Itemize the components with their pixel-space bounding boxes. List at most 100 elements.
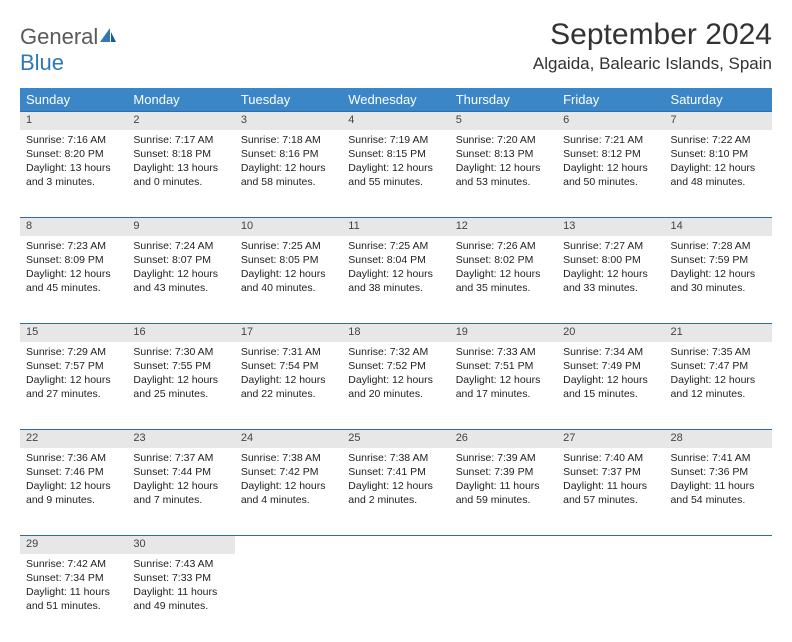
day-sunrise: Sunrise: 7:29 AM — [26, 345, 121, 359]
day-day1: Daylight: 12 hours — [26, 373, 121, 387]
day-number-row: 2930 — [20, 536, 772, 554]
day-day1: Daylight: 12 hours — [456, 161, 551, 175]
day-number-cell: 28 — [665, 430, 772, 448]
day-sunset: Sunset: 7:54 PM — [241, 359, 336, 373]
day-sunrise: Sunrise: 7:40 AM — [563, 451, 658, 465]
day-content-cell: Sunrise: 7:34 AMSunset: 7:49 PMDaylight:… — [557, 342, 664, 430]
day-day1: Daylight: 12 hours — [133, 373, 228, 387]
day-content-cell: Sunrise: 7:22 AMSunset: 8:10 PMDaylight:… — [665, 130, 772, 218]
day-day2: and 50 minutes. — [563, 175, 658, 189]
logo-text-blue: Blue — [20, 50, 64, 75]
day-day2: and 22 minutes. — [241, 387, 336, 401]
day-sunset: Sunset: 8:07 PM — [133, 253, 228, 267]
day-day1: Daylight: 12 hours — [456, 373, 551, 387]
day-day2: and 12 minutes. — [671, 387, 766, 401]
day-sunset: Sunset: 8:10 PM — [671, 147, 766, 161]
day-header: Wednesday — [342, 88, 449, 112]
day-day1: Daylight: 12 hours — [241, 479, 336, 493]
day-day1: Daylight: 11 hours — [456, 479, 551, 493]
day-sunrise: Sunrise: 7:39 AM — [456, 451, 551, 465]
day-header: Monday — [127, 88, 234, 112]
day-day1: Daylight: 12 hours — [26, 479, 121, 493]
day-number-cell: 8 — [20, 218, 127, 236]
day-number-cell: 19 — [450, 324, 557, 342]
day-number-cell: 26 — [450, 430, 557, 448]
day-sunset: Sunset: 7:33 PM — [133, 571, 228, 585]
day-day1: Daylight: 13 hours — [26, 161, 121, 175]
day-day2: and 9 minutes. — [26, 493, 121, 507]
day-header: Sunday — [20, 88, 127, 112]
day-content-cell: Sunrise: 7:19 AMSunset: 8:15 PMDaylight:… — [342, 130, 449, 218]
day-number-cell: 29 — [20, 536, 127, 554]
day-sunrise: Sunrise: 7:34 AM — [563, 345, 658, 359]
day-content-cell — [557, 554, 664, 642]
day-day1: Daylight: 12 hours — [348, 161, 443, 175]
day-sunrise: Sunrise: 7:23 AM — [26, 239, 121, 253]
day-header: Thursday — [450, 88, 557, 112]
day-day1: Daylight: 11 hours — [133, 585, 228, 599]
day-sunset: Sunset: 8:16 PM — [241, 147, 336, 161]
day-content-cell: Sunrise: 7:40 AMSunset: 7:37 PMDaylight:… — [557, 448, 664, 536]
day-sunset: Sunset: 7:51 PM — [456, 359, 551, 373]
day-sunset: Sunset: 8:15 PM — [348, 147, 443, 161]
day-content-row: Sunrise: 7:42 AMSunset: 7:34 PMDaylight:… — [20, 554, 772, 642]
day-sunset: Sunset: 8:04 PM — [348, 253, 443, 267]
day-day1: Daylight: 12 hours — [563, 161, 658, 175]
day-day2: and 15 minutes. — [563, 387, 658, 401]
day-sunset: Sunset: 7:37 PM — [563, 465, 658, 479]
day-content-cell: Sunrise: 7:38 AMSunset: 7:41 PMDaylight:… — [342, 448, 449, 536]
day-number-cell: 2 — [127, 112, 234, 130]
day-sunset: Sunset: 7:41 PM — [348, 465, 443, 479]
day-sunset: Sunset: 8:13 PM — [456, 147, 551, 161]
day-content-cell — [450, 554, 557, 642]
day-number-cell: 18 — [342, 324, 449, 342]
day-day2: and 30 minutes. — [671, 281, 766, 295]
day-day1: Daylight: 12 hours — [671, 267, 766, 281]
day-number-cell — [235, 536, 342, 554]
day-day2: and 59 minutes. — [456, 493, 551, 507]
day-day2: and 55 minutes. — [348, 175, 443, 189]
day-day2: and 38 minutes. — [348, 281, 443, 295]
day-number-row: 891011121314 — [20, 218, 772, 236]
day-content-cell: Sunrise: 7:18 AMSunset: 8:16 PMDaylight:… — [235, 130, 342, 218]
day-sunset: Sunset: 7:52 PM — [348, 359, 443, 373]
day-number-cell: 10 — [235, 218, 342, 236]
day-sunset: Sunset: 8:09 PM — [26, 253, 121, 267]
day-day1: Daylight: 12 hours — [456, 267, 551, 281]
day-content-cell: Sunrise: 7:20 AMSunset: 8:13 PMDaylight:… — [450, 130, 557, 218]
day-sunrise: Sunrise: 7:27 AM — [563, 239, 658, 253]
day-content-cell: Sunrise: 7:37 AMSunset: 7:44 PMDaylight:… — [127, 448, 234, 536]
day-content-cell — [235, 554, 342, 642]
day-number-row: 1234567 — [20, 112, 772, 130]
day-header: Saturday — [665, 88, 772, 112]
day-content-row: Sunrise: 7:23 AMSunset: 8:09 PM Daylight:… — [20, 236, 772, 324]
day-number-cell: 22 — [20, 430, 127, 448]
day-sunrise: Sunrise: 7:21 AM — [563, 133, 658, 147]
day-day1: Daylight: 12 hours — [671, 161, 766, 175]
day-sunrise: Sunrise: 7:26 AM — [456, 239, 551, 253]
logo-text-general: General — [20, 24, 98, 49]
day-day2: and 45 minutes. — [26, 281, 121, 295]
day-content-cell: Sunrise: 7:27 AMSunset: 8:00 PMDaylight:… — [557, 236, 664, 324]
day-day1: Daylight: 12 hours — [563, 267, 658, 281]
day-sunset: Sunset: 7:49 PM — [563, 359, 658, 373]
day-sunrise: Sunrise: 7:37 AM — [133, 451, 228, 465]
day-sunset: Sunset: 8:18 PM — [133, 147, 228, 161]
day-number-cell: 30 — [127, 536, 234, 554]
day-content-row: Sunrise: 7:29 AMSunset: 7:57 PMDaylight:… — [20, 342, 772, 430]
day-content-cell: Sunrise: 7:23 AMSunset: 8:09 PMDaylight:… — [20, 236, 127, 324]
day-header: Friday — [557, 88, 664, 112]
day-sunrise: Sunrise: 7:24 AM — [133, 239, 228, 253]
day-day2: and 2 minutes. — [348, 493, 443, 507]
logo: General Blue — [20, 18, 118, 76]
day-number-cell — [557, 536, 664, 554]
logo-sail-icon — [98, 24, 118, 50]
day-content-cell: Sunrise: 7:16 AMSunset: 8:20 PMDaylight:… — [20, 130, 127, 218]
day-number-cell: 25 — [342, 430, 449, 448]
day-number-cell: 1 — [20, 112, 127, 130]
day-sunrise: Sunrise: 7:35 AM — [671, 345, 766, 359]
day-content-cell: Sunrise: 7:35 AMSunset: 7:47 PMDaylight:… — [665, 342, 772, 430]
day-number-cell: 4 — [342, 112, 449, 130]
day-day2: and 7 minutes. — [133, 493, 228, 507]
day-sunset: Sunset: 8:00 PM — [563, 253, 658, 267]
